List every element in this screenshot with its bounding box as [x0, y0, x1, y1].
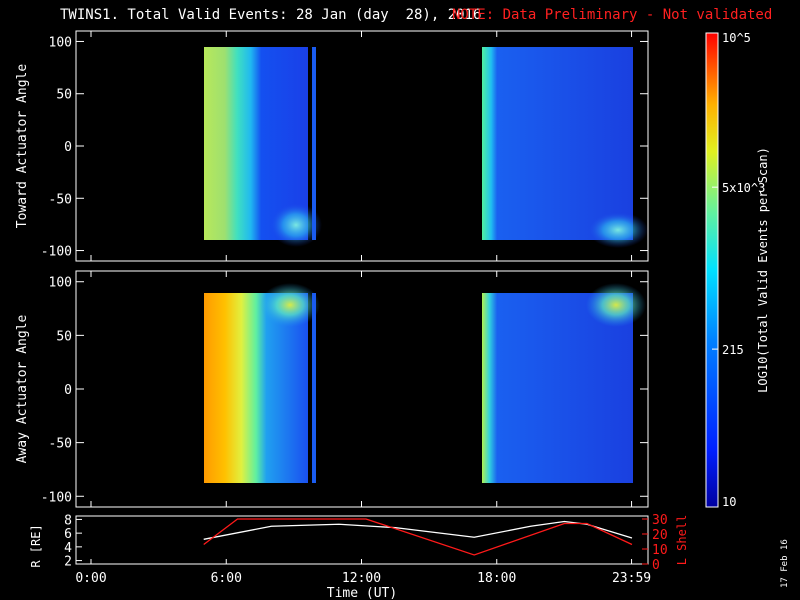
main-title: TWINS1. Total Valid Events: 28 Jan (day …: [60, 7, 482, 23]
orbit-right-tick-label: 10: [652, 543, 668, 558]
toward-panel: 100 50 0 -50 -100 Toward Actuator Angle: [15, 30, 649, 262]
colorbar-tick-label: 10: [722, 495, 736, 509]
toward-block-3: [482, 47, 633, 240]
toward-y-label: Toward Actuator Angle: [15, 64, 30, 229]
away-heatmap: [204, 283, 646, 483]
date-stamp: 17 Feb 16: [780, 539, 790, 588]
toward-heatmap: [204, 47, 648, 248]
toward-y-axis: 100 50 0 -50 -100: [41, 35, 648, 260]
orbit-right-tick-label: 0: [652, 558, 660, 573]
away-hotspot-2: [586, 283, 646, 327]
away-y-axis: 100 50 0 -50 -100: [41, 276, 648, 505]
title-bar: TWINS1. Total Valid Events: 28 Jan (day …: [0, 0, 800, 24]
orbit-left-label: R [RE]: [29, 524, 43, 567]
time-axis: 0:00 6:00 12:00 18:00 23:59: [75, 559, 651, 586]
away-y-tick-label: -50: [49, 437, 72, 452]
time-axis-label: Time (UT): [327, 586, 397, 600]
toward-y-tick-label: 100: [49, 35, 72, 50]
colorbar-tick-label: 5x10^3: [722, 181, 765, 195]
time-tick-label: 12:00: [342, 571, 381, 586]
toward-block-2: [312, 47, 316, 240]
orbit-right-label: L Shell: [675, 515, 689, 566]
colorbar: 10^5 5x10^3 215 10 LOG10(Total Valid Events…: [705, 31, 770, 509]
colorbar-ticks: 10^5 5x10^3 215 10: [712, 31, 765, 509]
away-y-tick-label: 0: [64, 383, 72, 398]
colorbar-label: LOG10(Total Valid Events per Scan): [756, 147, 770, 393]
orbit-line-red: [203, 518, 633, 556]
colorbar-tick-label: 10^5: [722, 31, 751, 45]
toward-hotspot-2: [588, 212, 648, 248]
preliminary-note: NOTE: Data Preliminary - Not validated: [452, 7, 773, 23]
toward-y-tick-label: 0: [64, 140, 72, 155]
time-tick-label: 23:59: [612, 571, 651, 586]
orbit-left-tick-label: 2: [64, 555, 72, 570]
time-tick-label: 0:00: [75, 571, 106, 586]
away-y-label: Away Actuator Angle: [15, 314, 30, 463]
toward-y-tick-label: 50: [56, 88, 72, 103]
time-tick-label: 6:00: [211, 571, 242, 586]
orbit-frame: [75, 515, 649, 565]
toward-y-tick-label: -50: [49, 192, 72, 207]
away-y-tick-label: 100: [49, 276, 72, 291]
toward-hotspot-1: [270, 203, 322, 247]
away-hotspot-1: [260, 283, 320, 327]
away-block-2: [312, 293, 316, 483]
orbit-left-tick-label: 4: [64, 541, 72, 556]
toward-x-ticks: [90, 31, 633, 261]
colorbar-tick-label: 215: [722, 343, 744, 357]
orbit-left-tick-label: 8: [64, 513, 72, 528]
time-tick-label: 18:00: [477, 571, 516, 586]
away-panel: 100 50 0 -50 -100 Away Actuator Angle: [15, 270, 649, 508]
away-y-tick-label: -100: [41, 490, 72, 505]
orbit-left-tick-label: 6: [64, 527, 72, 542]
orbit-series: [203, 518, 633, 556]
colorbar-gradient: [706, 33, 718, 507]
away-y-tick-label: 50: [56, 329, 72, 344]
orbit-right-tick-label: 30: [652, 513, 668, 528]
away-x-ticks: [90, 271, 633, 507]
toward-y-tick-label: -100: [41, 245, 72, 260]
orbit-right-tick-label: 20: [652, 528, 668, 543]
